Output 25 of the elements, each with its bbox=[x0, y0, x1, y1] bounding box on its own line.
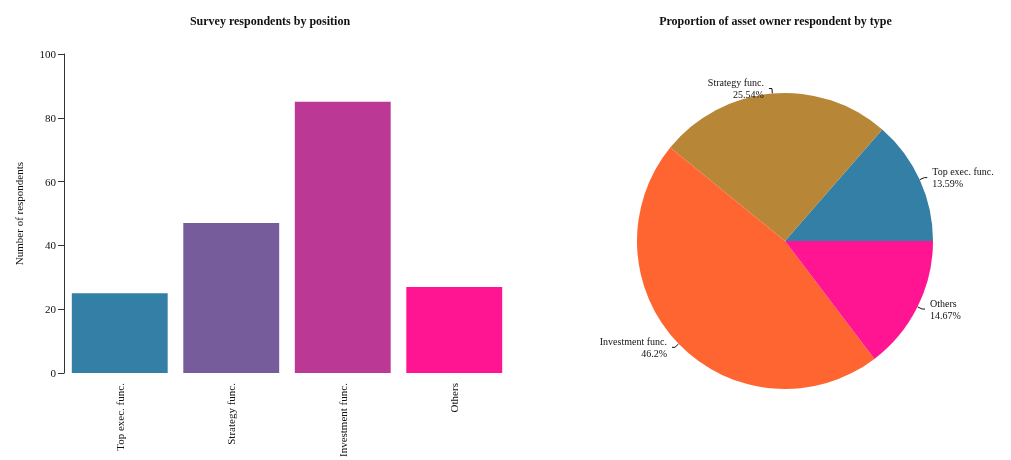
chart-title: Proportion of asset owner respondent by type bbox=[659, 14, 893, 28]
data-label: 14.67% bbox=[930, 309, 961, 321]
y-tick-label: 40 bbox=[45, 239, 57, 252]
y-tick-label: 100 bbox=[39, 48, 57, 60]
data-label: 46.2% bbox=[641, 347, 667, 359]
data-label: 25.54% bbox=[733, 89, 764, 101]
x-tick-label: Strategy func. bbox=[225, 382, 238, 445]
y-axis-title: Number of respondents bbox=[12, 161, 25, 266]
x-tick-label: Investment func. bbox=[336, 382, 349, 458]
slice-label: Others bbox=[930, 297, 957, 309]
bar bbox=[294, 101, 391, 374]
data-label: 13.59% bbox=[932, 178, 964, 190]
x-tick-label: Others bbox=[448, 383, 461, 413]
slice-label: Top exec. func. bbox=[932, 166, 994, 178]
bar bbox=[406, 286, 503, 374]
slice-label: Investment func. bbox=[599, 335, 667, 347]
y-tick-label: 80 bbox=[45, 111, 57, 124]
y-tick-label: 60 bbox=[45, 175, 57, 188]
slice-label: Strategy func. bbox=[707, 77, 764, 89]
x-tick-label: Top exec. func. bbox=[113, 382, 126, 451]
chart-title: Survey respondents by position bbox=[189, 14, 351, 28]
bar bbox=[71, 293, 168, 374]
y-tick-label: 0 bbox=[50, 367, 57, 380]
y-tick-label: 20 bbox=[45, 303, 57, 316]
bar bbox=[183, 223, 280, 374]
